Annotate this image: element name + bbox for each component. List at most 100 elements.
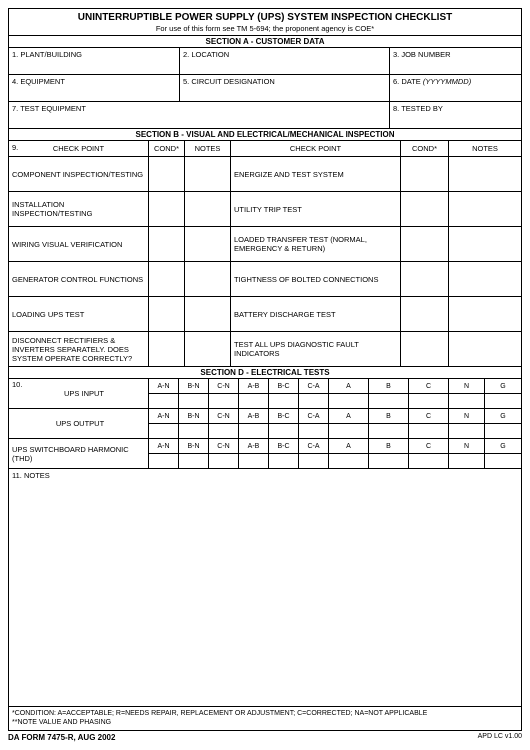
electrical-value-cell[interactable]	[485, 394, 521, 408]
cond-cell[interactable]	[149, 227, 185, 261]
electrical-value-cell[interactable]	[269, 394, 299, 408]
cond-cell[interactable]	[149, 262, 185, 296]
electrical-value-cell[interactable]	[149, 394, 179, 408]
electrical-value-cell[interactable]	[239, 454, 269, 468]
checkpoint-left: COMPONENT INSPECTION/TESTING	[9, 157, 149, 191]
field-location[interactable]: 2. LOCATION	[180, 48, 390, 74]
electrical-col-header: A-B	[239, 409, 269, 423]
checkpoint-right: UTILITY TRIP TEST	[231, 192, 401, 226]
notes-cell[interactable]	[185, 192, 231, 226]
field-date[interactable]: 6. DATE (YYYYMMDD)	[390, 75, 521, 101]
electrical-value-cell[interactable]	[409, 424, 449, 438]
checkpoint-left: DISCONNECT RECTIFIERS & INVERTERS SEPARA…	[9, 332, 149, 366]
electrical-col-header: N	[449, 439, 485, 453]
electrical-value-cell[interactable]	[369, 394, 409, 408]
field-plant-building[interactable]: 1. PLANT/BUILDING	[9, 48, 180, 74]
cond-cell[interactable]	[401, 332, 449, 366]
electrical-value-cell[interactable]	[179, 394, 209, 408]
notes-cell[interactable]	[449, 262, 521, 296]
cond-cell[interactable]	[401, 157, 449, 191]
electrical-value-cell[interactable]	[239, 394, 269, 408]
cond-cell[interactable]	[149, 192, 185, 226]
electrical-test-label: UPS OUTPUT	[9, 409, 149, 438]
footnote-value-phasing: **NOTE VALUE AND PHASING	[12, 718, 518, 727]
electrical-col-header: G	[485, 379, 521, 393]
electrical-value-cell[interactable]	[485, 454, 521, 468]
notes-cell[interactable]	[449, 297, 521, 331]
electrical-value-cell[interactable]	[409, 394, 449, 408]
notes-cell[interactable]	[185, 297, 231, 331]
electrical-value-cell[interactable]	[369, 424, 409, 438]
electrical-value-cell[interactable]	[369, 454, 409, 468]
electrical-value-cell[interactable]	[485, 424, 521, 438]
field-tested-by[interactable]: 8. TESTED BY	[390, 102, 521, 128]
cond-cell[interactable]	[401, 262, 449, 296]
electrical-test-row: UPS OUTPUTA-NB-NC-NA-BB-CC-AABCNG	[9, 409, 521, 439]
checkpoint-left: INSTALLATION INSPECTION/TESTING	[9, 192, 149, 226]
notes-cell[interactable]	[185, 157, 231, 191]
electrical-value-cell[interactable]	[149, 424, 179, 438]
form-title: UNINTERRUPTIBLE POWER SUPPLY (UPS) SYSTE…	[9, 12, 521, 23]
notes-cell[interactable]	[449, 157, 521, 191]
checkpoint-row: COMPONENT INSPECTION/TESTINGENERGIZE AND…	[9, 157, 521, 192]
notes-cell[interactable]	[185, 227, 231, 261]
cond-cell[interactable]	[149, 332, 185, 366]
cond-cell[interactable]	[401, 297, 449, 331]
electrical-value-cell[interactable]	[299, 424, 329, 438]
notes-cell[interactable]	[449, 227, 521, 261]
electrical-col-header: B-N	[179, 409, 209, 423]
electrical-col-header: B-C	[269, 409, 299, 423]
electrical-test-row: 10.UPS INPUTA-NB-NC-NA-BB-CC-AABCNG	[9, 379, 521, 409]
footnotes: *CONDITION: A=ACCEPTABLE; R=NEEDS REPAIR…	[9, 707, 521, 730]
electrical-value-cell[interactable]	[179, 454, 209, 468]
electrical-value-cell[interactable]	[329, 454, 369, 468]
col-cond-2: COND*	[401, 141, 449, 156]
cond-cell[interactable]	[401, 227, 449, 261]
notes-cell[interactable]	[185, 262, 231, 296]
electrical-value-cell[interactable]	[209, 424, 239, 438]
col-checkpoint-1: 9. CHECK POINT	[9, 141, 149, 156]
notes-cell[interactable]	[449, 192, 521, 226]
checkpoint-row: GENERATOR CONTROL FUNCTIONSTIGHTNESS OF …	[9, 262, 521, 297]
electrical-value-cell[interactable]	[329, 424, 369, 438]
section-b-header-row: 9. CHECK POINT COND* NOTES CHECK POINT C…	[9, 141, 521, 157]
field-test-equipment[interactable]: 7. TEST EQUIPMENT	[9, 102, 390, 128]
electrical-value-cell[interactable]	[329, 394, 369, 408]
checkpoint-right: BATTERY DISCHARGE TEST	[231, 297, 401, 331]
field-notes[interactable]: 11. NOTES	[9, 469, 521, 707]
checkpoint-row: WIRING VISUAL VERIFICATIONLOADED TRANSFE…	[9, 227, 521, 262]
cond-cell[interactable]	[149, 157, 185, 191]
cond-cell[interactable]	[401, 192, 449, 226]
electrical-value-cell[interactable]	[209, 454, 239, 468]
electrical-value-cell[interactable]	[449, 394, 485, 408]
electrical-col-header: A-N	[149, 439, 179, 453]
electrical-col-header: C	[409, 379, 449, 393]
electrical-value-cell[interactable]	[269, 454, 299, 468]
electrical-test-row: UPS SWITCHBOARD HARMONIC (THD)A-NB-NC-NA…	[9, 439, 521, 469]
field-equipment[interactable]: 4. EQUIPMENT	[9, 75, 180, 101]
electrical-value-cell[interactable]	[149, 454, 179, 468]
notes-cell[interactable]	[449, 332, 521, 366]
electrical-value-cell[interactable]	[269, 424, 299, 438]
electrical-col-header: A	[329, 409, 369, 423]
electrical-value-cell[interactable]	[449, 454, 485, 468]
electrical-value-cell[interactable]	[409, 454, 449, 468]
electrical-value-cell[interactable]	[449, 424, 485, 438]
section-a-row3: 7. TEST EQUIPMENT 8. TESTED BY	[9, 102, 521, 129]
field-circuit-designation[interactable]: 5. CIRCUIT DESIGNATION	[180, 75, 390, 101]
electrical-col-header: C-N	[209, 409, 239, 423]
notes-cell[interactable]	[185, 332, 231, 366]
electrical-col-header: B	[369, 379, 409, 393]
electrical-col-header: G	[485, 409, 521, 423]
field-job-number[interactable]: 3. JOB NUMBER	[390, 48, 521, 74]
electrical-value-cell[interactable]	[239, 424, 269, 438]
electrical-value-cell[interactable]	[299, 454, 329, 468]
electrical-col-header: N	[449, 379, 485, 393]
electrical-value-cell[interactable]	[179, 424, 209, 438]
cond-cell[interactable]	[149, 297, 185, 331]
form-container: UNINTERRUPTIBLE POWER SUPPLY (UPS) SYSTE…	[8, 8, 522, 731]
electrical-value-cell[interactable]	[209, 394, 239, 408]
form-footer: DA FORM 7475-R, AUG 2002 APD LC v1.00	[8, 731, 522, 742]
electrical-col-header: B-N	[179, 439, 209, 453]
electrical-value-cell[interactable]	[299, 394, 329, 408]
